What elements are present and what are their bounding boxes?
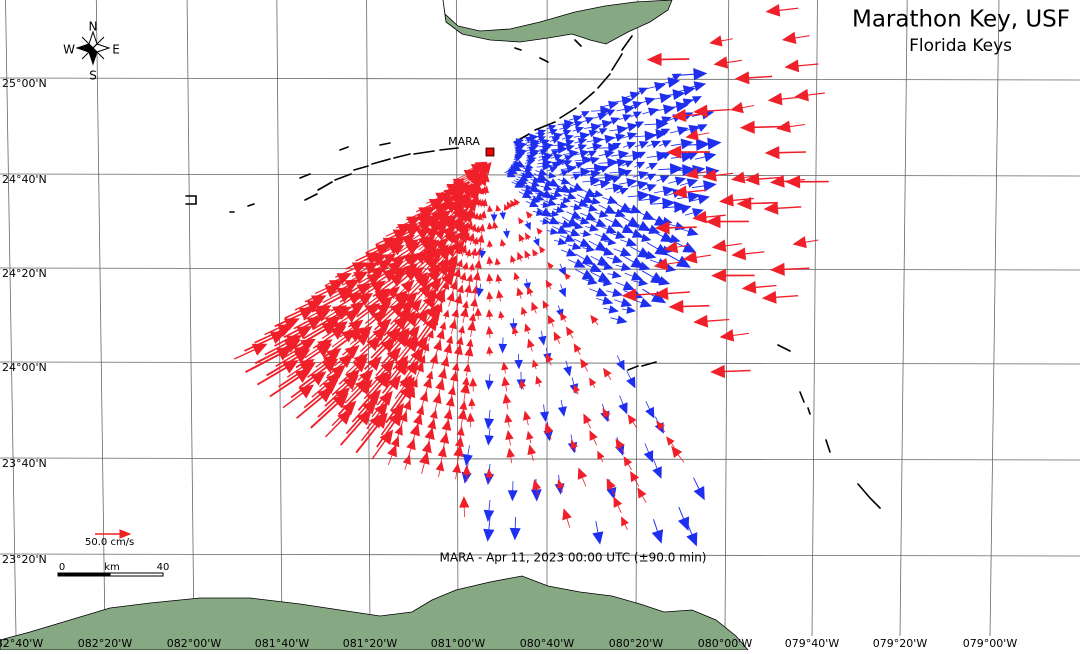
station-marker — [486, 148, 494, 156]
lon-label: 080°40'W — [520, 637, 575, 650]
lon-label: 081°20'W — [343, 637, 398, 650]
lat-label: 23°40'N — [2, 457, 47, 470]
compass-s: S — [89, 69, 97, 83]
caption: MARA - Apr 11, 2023 00:00 UTC (±90.0 min… — [440, 551, 707, 565]
lon-label: 082°00'W — [167, 637, 222, 650]
subtitle: Florida Keys — [909, 36, 1012, 56]
lat-label: 24°20'N — [2, 267, 47, 280]
lon-label: 081°00'W — [431, 637, 486, 650]
title: Marathon Key, USF — [852, 7, 1070, 33]
station-label: MARA — [448, 135, 480, 148]
distance-start: 0 — [59, 562, 65, 573]
lon-label: 080°00'W — [698, 637, 753, 650]
lat-label: 24°00'N — [2, 361, 47, 374]
lat-label: 23°20'N — [2, 553, 47, 566]
lon-label: 079°00'W — [963, 637, 1018, 650]
speed-scale-label: 50.0 cm/s — [85, 537, 134, 548]
lon-label: 082°40'W — [0, 637, 43, 650]
distance-unit: km — [104, 562, 120, 573]
compass-n: N — [89, 20, 98, 34]
lon-label: 079°20'W — [873, 637, 928, 650]
compass-e: E — [112, 43, 120, 57]
distance-end: 40 — [157, 562, 170, 573]
lon-label: 080°20'W — [609, 637, 664, 650]
lat-label: 25°00'N — [2, 77, 47, 90]
lon-label: 082°20'W — [78, 637, 133, 650]
lon-label: 081°40'W — [255, 637, 310, 650]
lat-label: 24°40'N — [2, 173, 47, 186]
distance-scale — [58, 573, 163, 576]
compass-w: W — [63, 43, 75, 57]
lon-label: 079°40'W — [785, 637, 840, 650]
